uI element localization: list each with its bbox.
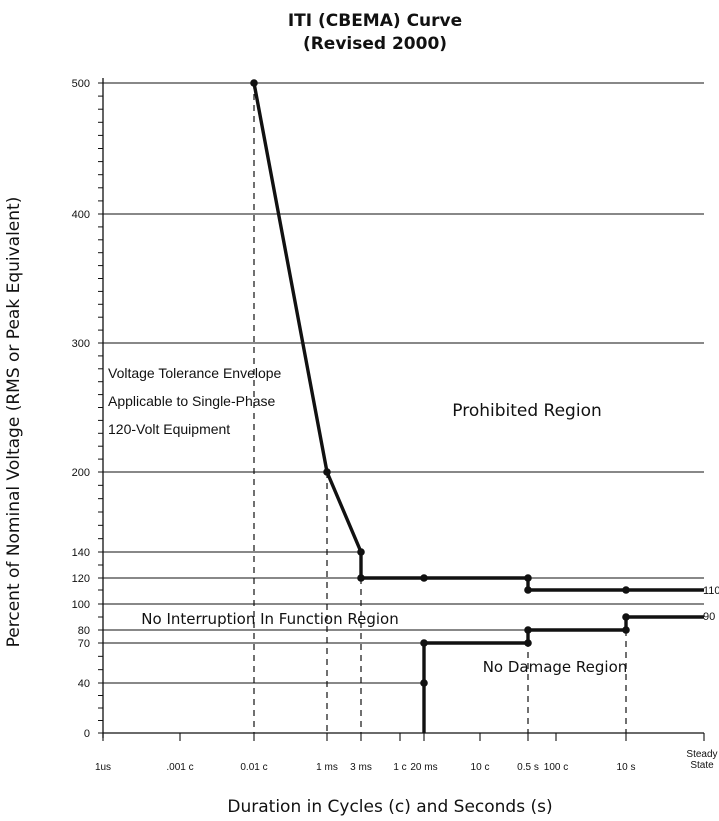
region-prohibited: Prohibited Region xyxy=(452,401,602,421)
data-point-8 xyxy=(420,679,428,687)
data-point-13 xyxy=(622,613,630,621)
data-point-3 xyxy=(357,574,365,582)
x-tick-label-6: 20 ms xyxy=(410,762,437,773)
data-point-9 xyxy=(420,639,428,647)
series-line-0 xyxy=(252,82,704,592)
data-point-5 xyxy=(524,574,532,582)
y-tick-label-1: 40 xyxy=(78,678,90,690)
x-tick-label-7: 10 c xyxy=(471,762,490,773)
chart-subtitle: (Revised 2000) xyxy=(303,34,447,54)
y-tick-label-3: 80 xyxy=(78,625,90,637)
x-tick-label-11-1: State xyxy=(690,760,714,771)
x-tick-label-8: 0.5 s xyxy=(517,762,539,773)
x-tick-label-10: 10 s xyxy=(617,762,636,773)
x-tick-label-2: 0.01 c xyxy=(240,762,267,773)
x-tick-label-5: 1 c xyxy=(393,762,406,773)
y-tick-label-8: 300 xyxy=(72,338,90,350)
data-point-0 xyxy=(250,79,258,87)
series-end-label-110: 110 xyxy=(703,585,719,597)
data-point-4 xyxy=(420,574,428,582)
x-tick-label-0: 1us xyxy=(95,762,111,773)
y-tick-label-0: 0 xyxy=(84,728,90,740)
data-point-11 xyxy=(524,626,532,634)
series-end-label-90: 90 xyxy=(703,611,715,623)
y-tick-label-4: 100 xyxy=(72,599,90,611)
region-no-interruption: No Interruption In Function Region xyxy=(141,610,398,628)
chart-title: ITI (CBEMA) Curve xyxy=(288,11,462,31)
x-axis-title: Duration in Cycles (c) and Seconds (s) xyxy=(227,797,552,817)
y-tick-label-5: 120 xyxy=(72,573,90,585)
y-tick-label-6: 140 xyxy=(72,547,90,559)
annotation-envelope-line-2: Applicable to Single-Phase xyxy=(108,393,276,409)
y-tick-label-2: 70 xyxy=(78,638,90,650)
y-tick-label-7: 200 xyxy=(72,467,90,479)
region-no-damage: No Damage Region xyxy=(483,658,628,676)
data-point-10 xyxy=(524,639,532,647)
data-point-1 xyxy=(323,468,331,476)
data-point-6 xyxy=(524,586,532,594)
data-point-12 xyxy=(622,626,630,634)
annotation-envelope-line-3: 120-Volt Equipment xyxy=(108,421,230,437)
x-tick-label-11-0: Steady xyxy=(686,749,717,760)
data-point-7 xyxy=(622,586,630,594)
x-tick-label-4: 3 ms xyxy=(350,762,372,773)
annotation-envelope-line-1: Voltage Tolerance Envelope xyxy=(108,365,282,381)
x-tick-label-3: 1 ms xyxy=(316,762,338,773)
x-tick-label-9: 100 c xyxy=(544,762,568,773)
data-point-2 xyxy=(357,548,365,556)
y-tick-label-9: 400 xyxy=(72,209,90,221)
y-tick-label-10: 500 xyxy=(72,78,90,90)
x-tick-label-1: .001 c xyxy=(166,762,193,773)
y-axis-title: Percent of Nominal Voltage (RMS or Peak … xyxy=(4,197,24,648)
